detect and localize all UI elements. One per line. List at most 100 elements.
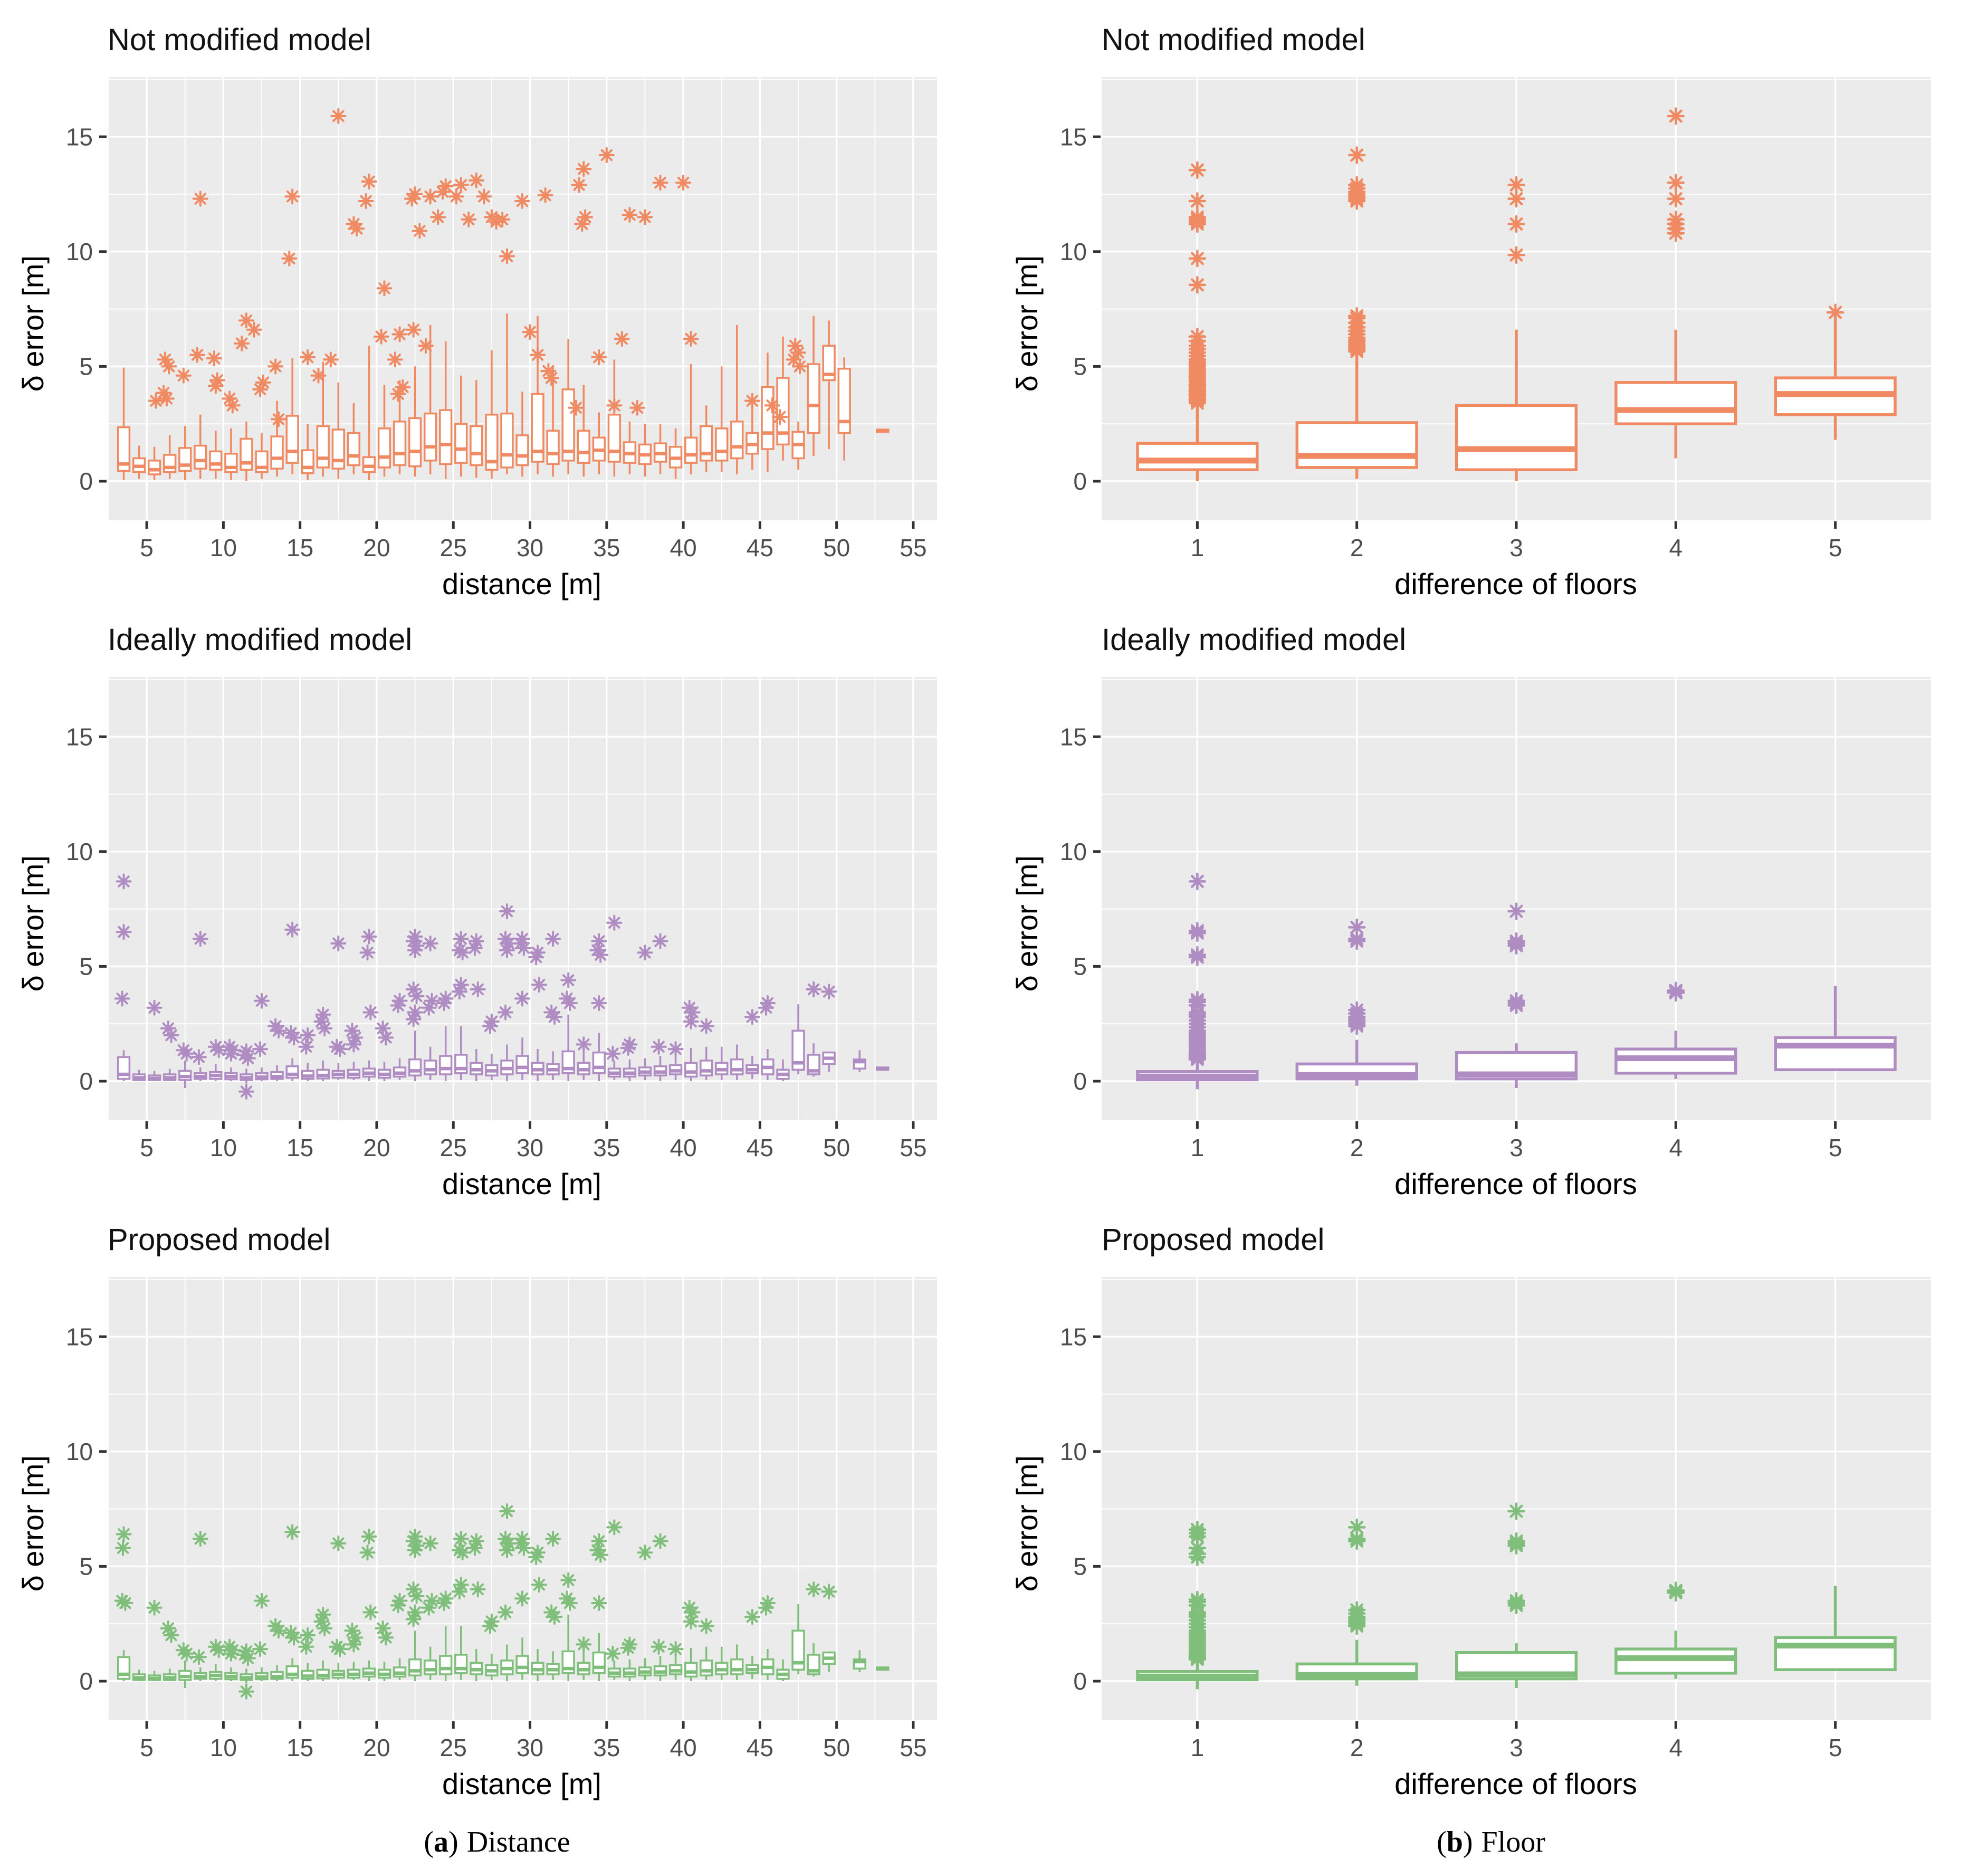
svg-text:5: 5 xyxy=(1829,534,1842,561)
svg-text:2: 2 xyxy=(1350,1134,1364,1161)
x-axis-label: difference of floors xyxy=(1394,1167,1637,1200)
svg-text:1: 1 xyxy=(1191,534,1205,561)
svg-text:30: 30 xyxy=(517,1734,543,1761)
svg-text:10: 10 xyxy=(210,1734,237,1761)
panel-floor-not-modified: Not modified model δ error [m] 1 2 3 4 5 0 5 10… xyxy=(994,4,1988,604)
svg-text:5: 5 xyxy=(1073,352,1087,380)
boxplot-svg-floor-not-modified: 1 2 3 4 5 0 5 10 15 xyxy=(1060,77,1931,561)
svg-text:45: 45 xyxy=(747,1734,773,1761)
svg-text:10: 10 xyxy=(1060,238,1087,265)
svg-text:5: 5 xyxy=(140,534,154,561)
panel-grid: Not modified model δ error [m] 5 10 15 20 25… xyxy=(0,4,1988,1804)
svg-text:40: 40 xyxy=(670,1734,697,1761)
svg-text:15: 15 xyxy=(1060,1323,1087,1350)
svg-text:45: 45 xyxy=(747,534,773,561)
svg-text:5: 5 xyxy=(1829,1134,1842,1161)
svg-text:25: 25 xyxy=(440,1134,467,1161)
svg-text:2: 2 xyxy=(1350,1734,1364,1761)
svg-text:10: 10 xyxy=(66,838,93,865)
x-axis-label: distance [m] xyxy=(442,1767,601,1800)
svg-text:5: 5 xyxy=(1829,1734,1842,1761)
svg-text:55: 55 xyxy=(900,1134,926,1161)
svg-text:50: 50 xyxy=(823,1734,850,1761)
svg-text:10: 10 xyxy=(66,1438,93,1465)
panel-distance-ideally-modified: Ideally modified model δ error [m] 5 10 15… xyxy=(0,604,994,1204)
panel-title: Proposed model xyxy=(1102,1223,1325,1257)
y-axis-label: δ error [m] xyxy=(1010,1455,1044,1592)
svg-text:10: 10 xyxy=(210,1134,237,1161)
x-axis-label: distance [m] xyxy=(442,1167,601,1200)
svg-text:4: 4 xyxy=(1669,1734,1683,1761)
panel-title: Not modified model xyxy=(1102,23,1365,57)
svg-text:50: 50 xyxy=(823,1134,850,1161)
svg-text:15: 15 xyxy=(66,723,93,750)
svg-text:10: 10 xyxy=(66,238,93,265)
svg-text:30: 30 xyxy=(517,534,543,561)
y-axis-label: δ error [m] xyxy=(16,255,50,392)
svg-text:10: 10 xyxy=(1060,838,1087,865)
boxplot-svg-distance-proposed: 5 10 15 20 25 30 35 40 45 50 55 0 5 10 15 xyxy=(66,1277,937,1761)
svg-text:15: 15 xyxy=(286,1134,313,1161)
y-axis-label: δ error [m] xyxy=(1010,855,1044,992)
svg-text:15: 15 xyxy=(66,123,93,150)
svg-text:20: 20 xyxy=(363,534,390,561)
svg-text:5: 5 xyxy=(140,1734,154,1761)
svg-text:45: 45 xyxy=(747,1134,773,1161)
panel-title: Ideally modified model xyxy=(108,623,413,657)
svg-text:0: 0 xyxy=(79,1667,93,1695)
figure-captions: (a) Distance (b) Floor xyxy=(0,1825,1988,1859)
x-axis-label: difference of floors xyxy=(1394,1767,1637,1800)
svg-text:55: 55 xyxy=(900,534,926,561)
svg-text:5: 5 xyxy=(1073,1552,1087,1580)
panel-title: Proposed model xyxy=(108,1223,331,1257)
y-axis-label: δ error [m] xyxy=(16,1455,50,1592)
svg-text:20: 20 xyxy=(363,1134,390,1161)
caption-a: (a) Distance xyxy=(424,1826,570,1858)
svg-text:5: 5 xyxy=(79,952,93,980)
svg-text:20: 20 xyxy=(363,1734,390,1761)
svg-text:4: 4 xyxy=(1669,534,1683,561)
svg-text:1: 1 xyxy=(1191,1134,1205,1161)
svg-text:15: 15 xyxy=(286,1734,313,1761)
svg-text:25: 25 xyxy=(440,1734,467,1761)
svg-text:5: 5 xyxy=(79,1552,93,1580)
svg-text:0: 0 xyxy=(1073,1067,1087,1095)
panel-floor-ideally-modified: Ideally modified model δ error [m] 1 2 3 4 5… xyxy=(994,604,1988,1204)
svg-text:15: 15 xyxy=(66,1323,93,1350)
svg-text:10: 10 xyxy=(1060,1438,1087,1465)
svg-text:10: 10 xyxy=(210,534,237,561)
svg-text:25: 25 xyxy=(440,534,467,561)
panel-floor-proposed: Proposed model δ error [m] 1 2 3 4 5 0 5 10 15 d… xyxy=(994,1204,1988,1804)
boxplot-svg-floor-proposed: 1 2 3 4 5 0 5 10 15 xyxy=(1060,1277,1931,1761)
svg-text:3: 3 xyxy=(1509,1134,1523,1161)
svg-text:40: 40 xyxy=(670,534,697,561)
svg-text:55: 55 xyxy=(900,1734,926,1761)
svg-text:40: 40 xyxy=(670,1134,697,1161)
panel-distance-proposed: Proposed model δ error [m] 5 10 15 20 25 30 35… xyxy=(0,1204,994,1804)
svg-text:35: 35 xyxy=(593,1734,620,1761)
x-axis-label: difference of floors xyxy=(1394,567,1637,600)
svg-text:1: 1 xyxy=(1191,1734,1205,1761)
boxplot-svg-distance-ideally-modified: 5 10 15 20 25 30 35 40 45 50 55 0 5 10 15 xyxy=(66,677,937,1161)
svg-text:35: 35 xyxy=(593,1134,620,1161)
y-axis-label: δ error [m] xyxy=(1010,255,1044,392)
x-axis-label: distance [m] xyxy=(442,567,601,600)
svg-text:35: 35 xyxy=(593,534,620,561)
caption-b: (b) Floor xyxy=(1437,1826,1545,1858)
boxplot-svg-distance-not-modified: 5 10 15 20 25 30 35 40 45 50 55 0 5 10 15 xyxy=(66,77,937,561)
svg-text:30: 30 xyxy=(517,1134,543,1161)
panel-title: Ideally modified model xyxy=(1102,623,1407,657)
svg-text:15: 15 xyxy=(1060,123,1087,150)
svg-text:15: 15 xyxy=(286,534,313,561)
svg-text:0: 0 xyxy=(79,468,93,495)
svg-text:5: 5 xyxy=(79,352,93,380)
svg-text:5: 5 xyxy=(1073,952,1087,980)
y-axis-label: δ error [m] xyxy=(16,855,50,992)
panel-distance-not-modified: Not modified model δ error [m] 5 10 15 20 25… xyxy=(0,4,994,604)
svg-text:5: 5 xyxy=(140,1134,154,1161)
svg-text:0: 0 xyxy=(1073,468,1087,495)
svg-text:50: 50 xyxy=(823,534,850,561)
panel-title: Not modified model xyxy=(108,23,371,57)
svg-text:15: 15 xyxy=(1060,723,1087,750)
